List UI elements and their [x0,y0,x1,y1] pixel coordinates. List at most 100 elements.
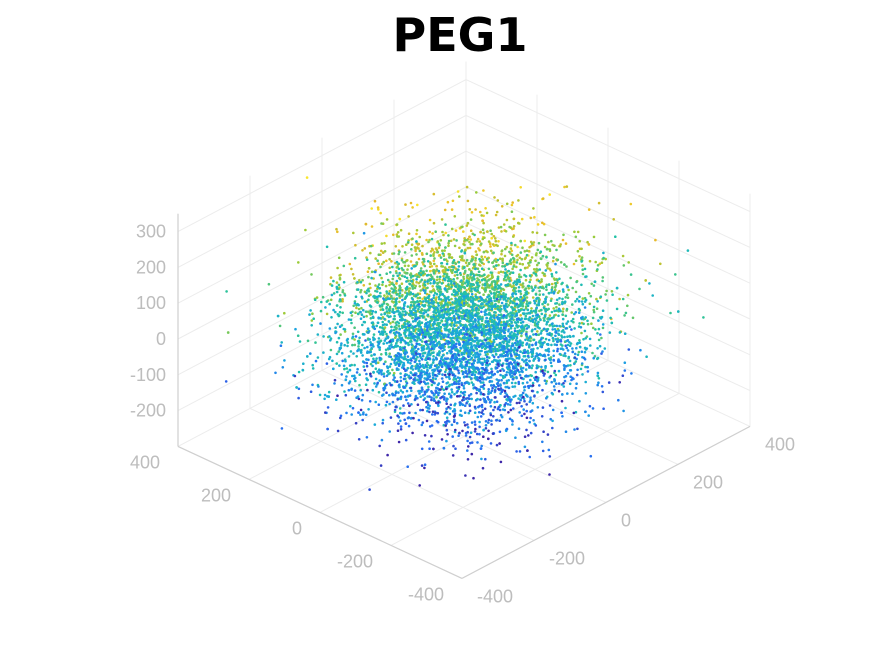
data-point [589,344,592,347]
data-point [516,368,520,372]
data-point [342,364,346,368]
data-point [560,399,564,403]
data-point [550,343,553,347]
points-layer [224,176,705,491]
data-point [369,309,372,313]
grid-line [319,359,609,513]
data-point [397,363,401,366]
data-point [548,455,552,458]
data-point [337,336,341,340]
data-point [481,362,484,366]
data-point [355,355,359,358]
data-point [524,317,527,321]
data-point [453,418,456,422]
data-point [440,438,444,441]
data-point [443,392,446,396]
data-point [454,402,457,406]
data-point [443,327,447,330]
data-point [433,343,437,347]
data-point [499,289,503,293]
data-point [462,277,466,281]
data-point [542,287,545,290]
data-point [439,359,442,363]
data-point [482,372,486,375]
data-point [343,330,347,333]
data-point [545,323,548,326]
data-point [393,333,397,336]
data-point [490,318,494,322]
data-point [525,302,528,306]
data-point [399,306,402,310]
data-point [474,398,478,402]
data-point [537,359,541,362]
data-point [484,286,487,290]
data-point [432,397,436,400]
data-point [343,390,346,393]
data-point [472,359,476,362]
data-point [465,348,468,352]
data-point [554,373,558,377]
data-point [515,401,519,405]
data-point [451,410,455,413]
data-point [390,260,393,263]
data-point [463,285,466,289]
data-point [588,302,592,306]
data-point [513,373,517,376]
data-point [491,386,494,390]
data-point [347,388,351,392]
data-point [453,302,457,305]
data-point [505,245,509,249]
data-point [437,340,441,344]
data-point [425,419,429,423]
data-point [423,466,426,470]
data-point [435,326,439,330]
data-point [528,344,531,348]
data-point [372,370,375,374]
data-point [450,423,454,427]
data-point [503,403,507,407]
data-point [465,289,468,292]
data-point [478,376,482,380]
data-point [401,391,405,394]
data-point [358,383,361,387]
data-point [475,391,478,395]
data-point [507,329,510,333]
data-point [423,351,427,355]
data-point [435,357,439,361]
data-point [463,421,466,424]
data-point [497,387,500,391]
data-point [485,366,488,370]
data-point [573,352,577,356]
data-point [563,331,566,334]
data-point [482,393,485,396]
data-point [488,401,492,404]
data-point [541,388,544,392]
data-point [314,359,318,363]
data-point [365,314,368,318]
data-point [445,402,449,406]
data-point [549,356,553,359]
data-point [369,317,373,320]
data-point [453,392,456,396]
data-point [442,446,446,450]
data-point [466,301,469,305]
data-point [355,396,358,400]
data-point [492,384,496,388]
data-point [470,441,474,444]
data-point [394,405,398,409]
data-point [543,379,547,383]
data-point [498,346,501,349]
data-point [535,364,539,367]
data-point [580,247,583,251]
data-point [490,301,494,305]
data-point [429,250,433,253]
data-point [364,310,368,314]
data-point [376,301,379,304]
data-point [490,419,493,423]
data-point [311,363,315,367]
data-point [518,262,522,266]
data-point [403,418,407,422]
data-point [586,370,590,373]
data-point [360,313,364,317]
data-point [408,411,411,415]
